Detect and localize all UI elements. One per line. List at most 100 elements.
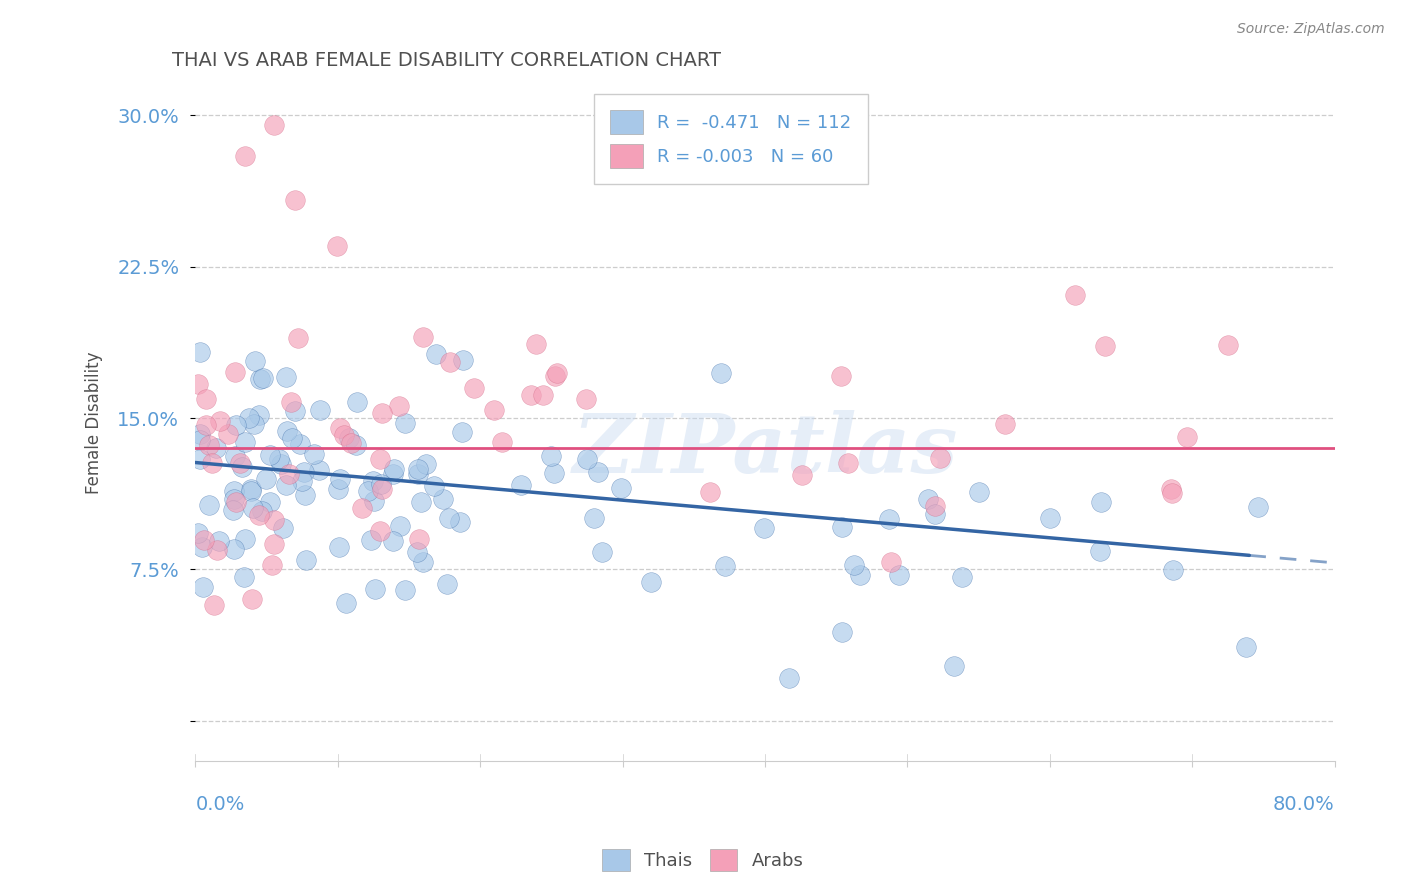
Point: [337, 431, 360, 445]
Text: 80.0%: 80.0%: [1272, 795, 1334, 814]
Point: [877, 512, 900, 526]
Point: [831, 625, 853, 640]
Point: [439, 355, 461, 369]
Point: [335, 596, 357, 610]
Point: [531, 388, 554, 402]
Point: [842, 558, 865, 572]
Point: [361, 474, 384, 488]
Point: [294, 553, 316, 567]
Point: [284, 193, 307, 207]
Point: [368, 524, 391, 539]
Point: [575, 451, 598, 466]
Point: [524, 336, 547, 351]
Point: [830, 368, 852, 383]
Point: [360, 533, 382, 547]
Point: [406, 462, 429, 476]
Point: [509, 478, 531, 492]
Point: [382, 461, 405, 475]
Point: [302, 447, 325, 461]
Point: [292, 465, 315, 479]
Point: [1175, 430, 1198, 444]
Point: [543, 466, 565, 480]
Point: [287, 331, 309, 345]
Point: [709, 366, 731, 380]
Point: [252, 371, 274, 385]
Point: [191, 580, 214, 594]
Point: [1094, 339, 1116, 353]
Point: [394, 582, 416, 597]
Point: [276, 369, 298, 384]
Point: [482, 403, 505, 417]
Point: [231, 460, 253, 475]
Point: [233, 435, 256, 450]
Point: [388, 519, 411, 533]
Point: [242, 500, 264, 515]
Point: [575, 392, 598, 407]
Point: [994, 417, 1017, 431]
Point: [249, 372, 271, 386]
Point: [328, 482, 350, 496]
Point: [778, 671, 800, 685]
Point: [194, 417, 217, 432]
Point: [254, 472, 277, 486]
Point: [271, 520, 294, 534]
Point: [274, 478, 297, 492]
Point: [270, 457, 292, 471]
Point: [356, 483, 378, 498]
Point: [432, 491, 454, 506]
Point: [928, 450, 950, 465]
Point: [363, 494, 385, 508]
Point: [1161, 563, 1184, 577]
Point: [198, 438, 221, 452]
Text: 0.0%: 0.0%: [195, 795, 245, 814]
Point: [699, 485, 721, 500]
Point: [451, 425, 474, 440]
Point: [205, 543, 228, 558]
Point: [371, 405, 394, 419]
Point: [352, 500, 374, 515]
Point: [277, 467, 299, 482]
Point: [233, 149, 256, 163]
Point: [344, 438, 367, 452]
Point: [243, 353, 266, 368]
Point: [280, 395, 302, 409]
Point: [291, 474, 314, 488]
Point: [609, 481, 631, 495]
Point: [848, 568, 870, 582]
Point: [436, 577, 458, 591]
Point: [333, 428, 356, 442]
Point: [412, 555, 434, 569]
Point: [370, 477, 392, 491]
Point: [309, 402, 332, 417]
Point: [364, 582, 387, 597]
Point: [240, 482, 263, 496]
Point: [967, 485, 990, 500]
Point: [283, 404, 305, 418]
Point: [346, 395, 368, 409]
Point: [924, 499, 946, 513]
Point: [586, 465, 609, 479]
Point: [217, 427, 239, 442]
Point: [240, 592, 263, 607]
Point: [247, 408, 270, 422]
Point: [329, 472, 352, 486]
Point: [544, 369, 567, 384]
Point: [583, 511, 606, 525]
Point: [260, 558, 283, 572]
Point: [290, 436, 312, 450]
Point: [191, 540, 214, 554]
Point: [222, 503, 245, 517]
Point: [329, 421, 352, 435]
Point: [409, 495, 432, 509]
Point: [1160, 482, 1182, 496]
Point: [240, 483, 263, 498]
Point: [1039, 510, 1062, 524]
Point: [233, 532, 256, 546]
Point: [408, 467, 430, 482]
Point: [368, 452, 391, 467]
Point: [194, 392, 217, 406]
Point: [224, 449, 246, 463]
Point: [339, 436, 361, 450]
Point: [263, 514, 285, 528]
Point: [381, 534, 404, 549]
